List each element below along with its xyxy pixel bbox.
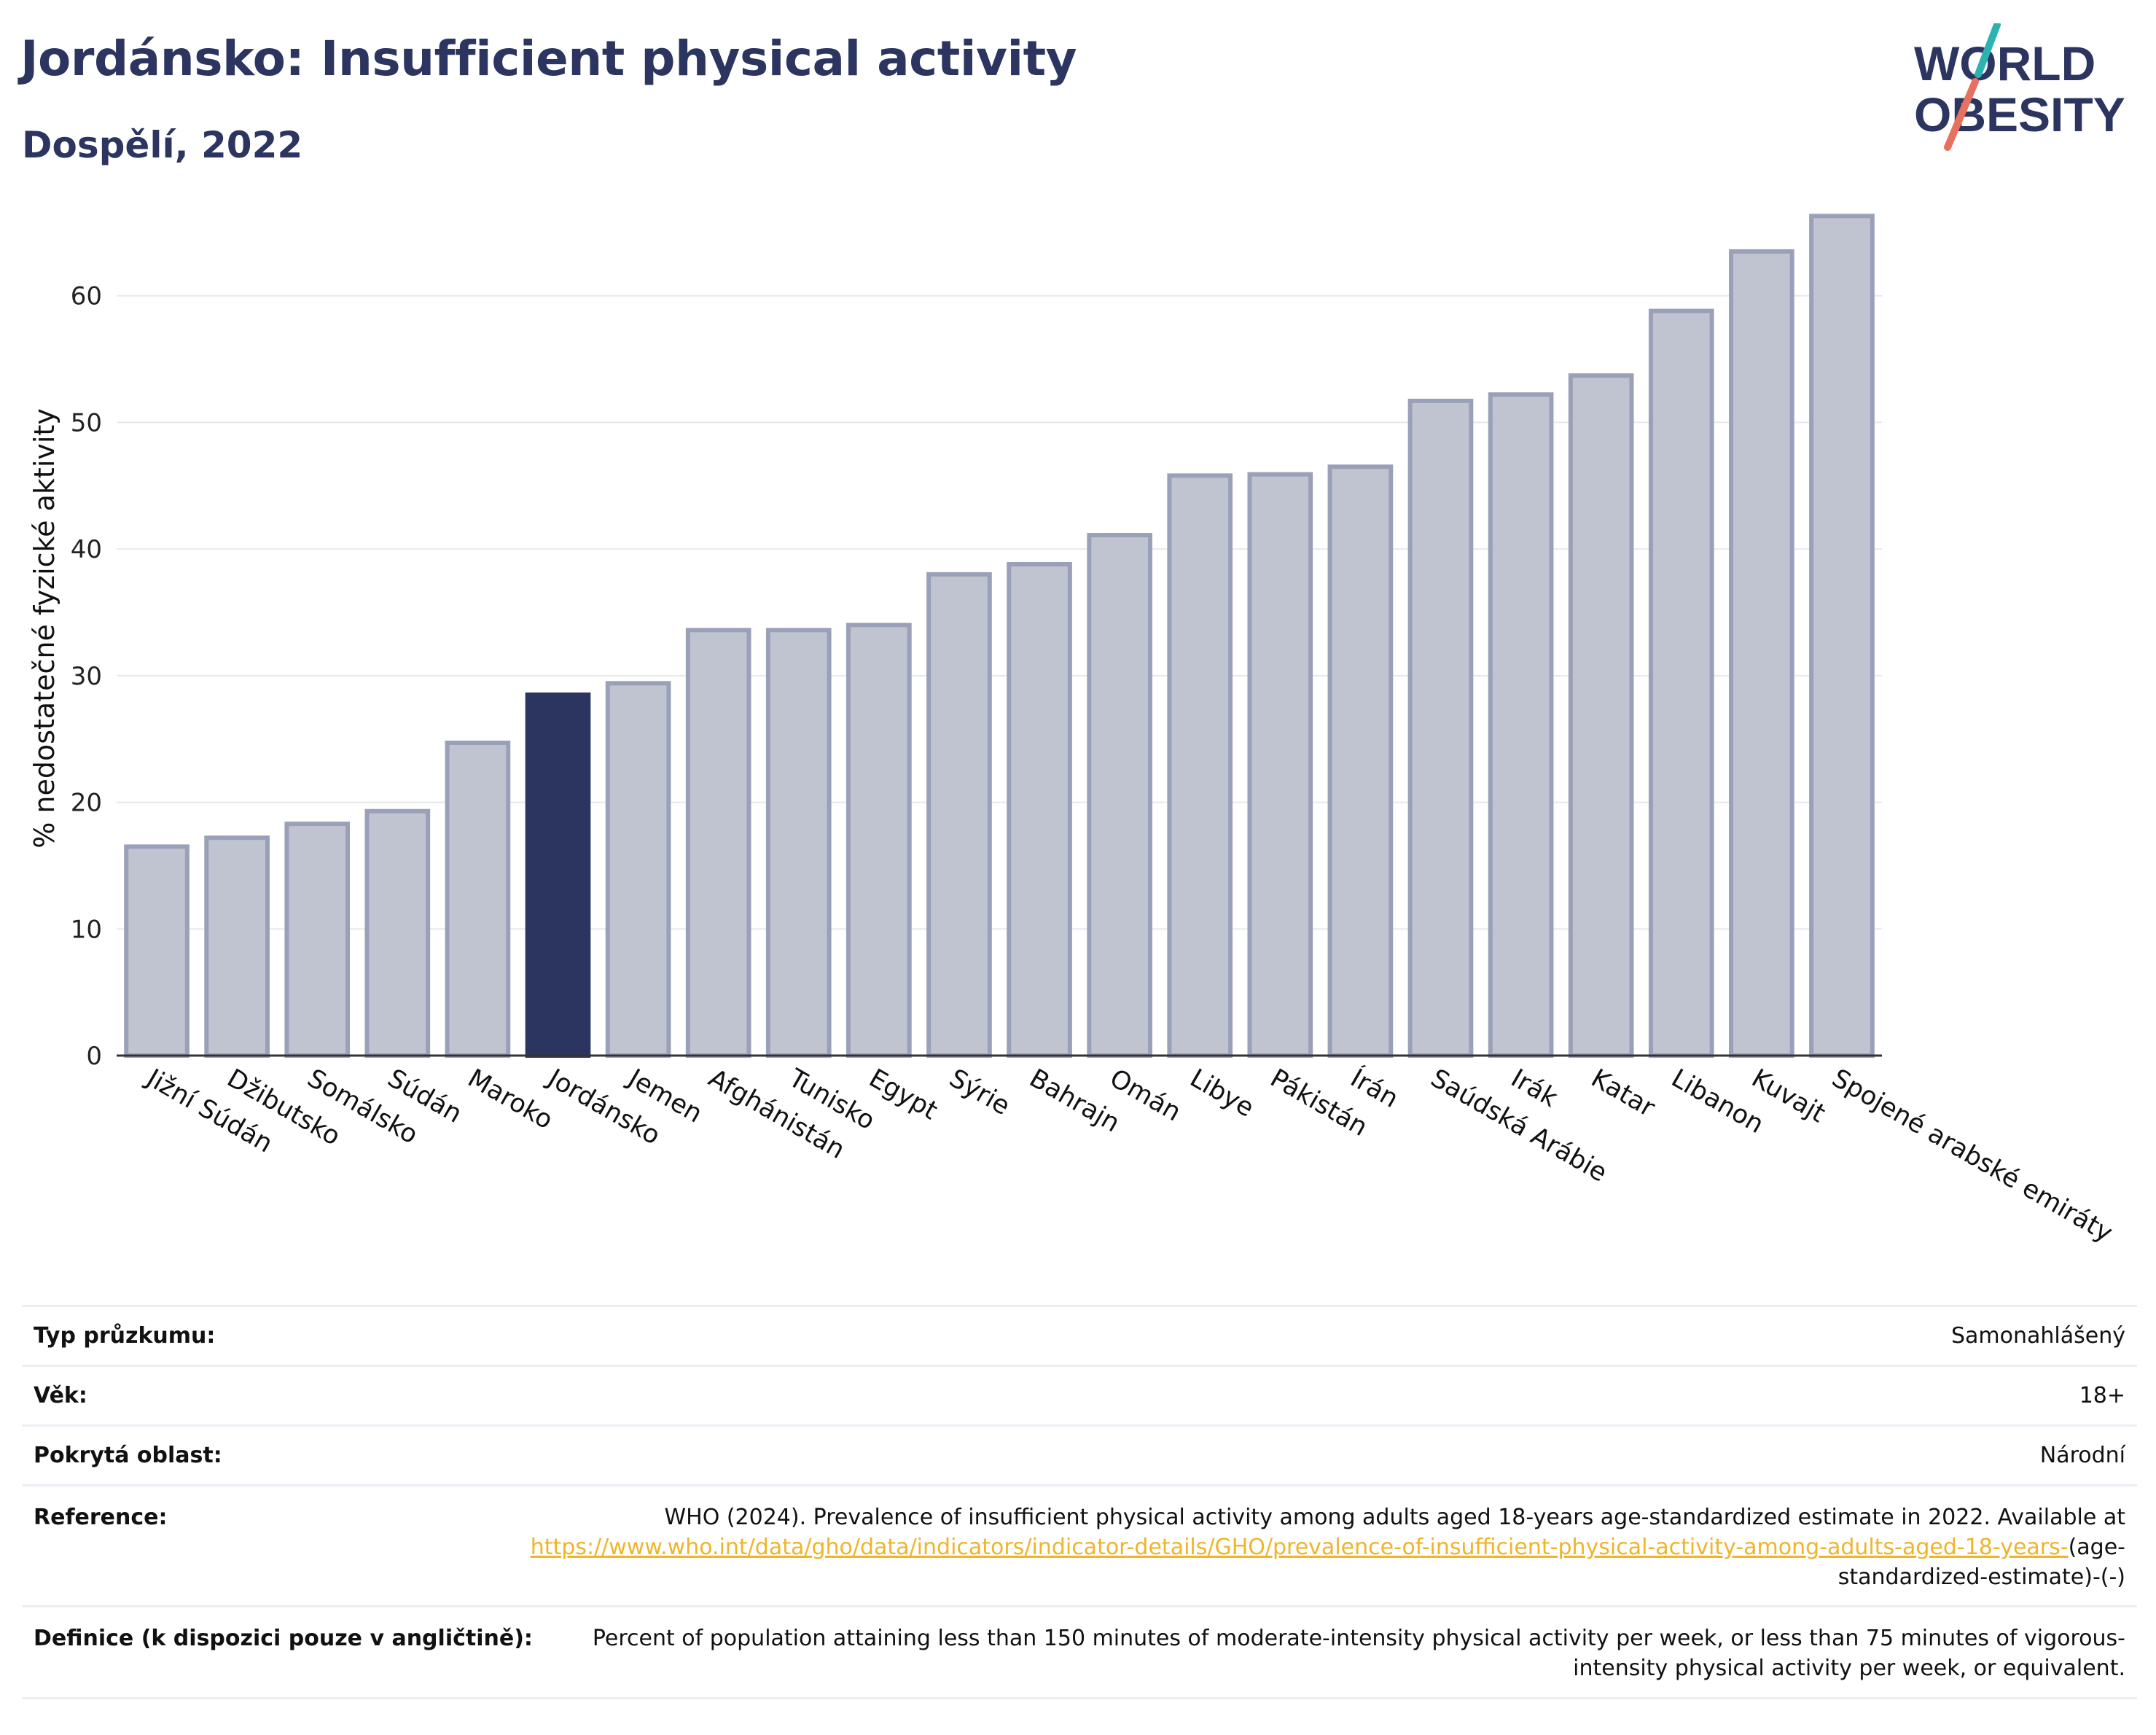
y-tick-label: 20 (71, 789, 102, 818)
info-row-reference: Reference: WHO (2024). Prevalence of ins… (22, 1486, 2137, 1607)
y-tick-label: 0 (86, 1042, 102, 1071)
x-tick-label: Bahrajn (1025, 1064, 1125, 1138)
bar (1729, 249, 1794, 1058)
world-obesity-logo: WORLD OBESITY (1914, 23, 2125, 151)
reference-text: WHO (2024). Prevalence of insufficient p… (664, 1505, 2125, 1530)
bar (1648, 308, 1714, 1058)
logo-text-obesity: OBESITY (1914, 87, 2125, 141)
bar (1809, 214, 1875, 1058)
bar (284, 822, 351, 1058)
y-tick-labels: 0 10 20 30 40 50 60 (71, 282, 102, 1071)
bar (1087, 533, 1152, 1058)
bar (1568, 373, 1634, 1058)
bar (445, 740, 511, 1058)
reference-label: Reference: (34, 1505, 168, 1530)
bar (364, 808, 431, 1058)
x-tick-label: Libanon (1666, 1064, 1768, 1139)
bar (685, 628, 751, 1058)
info-row-definition: Definice (k dispozici pouze v angličtině… (22, 1607, 2137, 1699)
reference-suffix: (age-standardized-estimate)-(-) (1837, 1535, 2125, 1590)
x-tick-labels: Jižní SúdánDžibutskoSomálskoSúdánMarokoJ… (141, 1062, 2117, 1248)
coverage-value: Národní (2039, 1443, 2125, 1468)
bar (204, 835, 270, 1058)
y-tick-label: 60 (71, 282, 102, 311)
bar (124, 844, 190, 1058)
logo-slash-bottom (1944, 78, 1979, 151)
age-label: Věk: (34, 1383, 87, 1408)
x-tick-label: Maroko (463, 1064, 558, 1135)
bar (1407, 398, 1474, 1058)
y-axis-title: % nedostatečné fyzické aktivity (28, 408, 60, 849)
y-tick-label: 50 (71, 408, 102, 437)
bar (1247, 472, 1313, 1058)
bar (1007, 561, 1072, 1058)
info-table: Typ průzkumu: Samonahlášený Věk: 18+ Pok… (22, 1305, 2137, 1699)
x-tick-label: Spojené arabské emiráty (1827, 1064, 2117, 1248)
reference-link[interactable]: https://www.who.int/data/gho/data/indica… (530, 1535, 2069, 1560)
y-tick-label: 10 (71, 915, 102, 944)
bar-highlighted (525, 692, 591, 1058)
info-row-survey-type: Typ průzkumu: Samonahlášený (22, 1307, 2137, 1367)
survey-type-value: Samonahlášený (1951, 1323, 2125, 1349)
bar-chart: 0 10 20 30 40 50 60 Jižní SúdánDžibutskoSomáls… (28, 214, 2117, 1248)
survey-type-label: Typ průzkumu: (34, 1323, 216, 1349)
bar (846, 623, 912, 1058)
coverage-label: Pokrytá oblast: (34, 1443, 222, 1468)
definition-value: Percent of population attaining less tha… (592, 1626, 2125, 1681)
logo-text-world: WORLD (1914, 36, 2096, 90)
bars (124, 214, 1875, 1058)
x-tick-label: Libye (1185, 1064, 1259, 1123)
reference-value: WHO (2024). Prevalence of insufficient p… (464, 1502, 2137, 1592)
bar (1327, 464, 1394, 1058)
definition-label: Definice (k dispozici pouze v angličtině… (34, 1626, 533, 1651)
bar (1488, 392, 1554, 1058)
chart-title: Jordánsko: Insufficient physical activit… (20, 31, 1077, 87)
bar (605, 681, 671, 1058)
x-tick-label: Katar (1586, 1064, 1660, 1123)
info-row-coverage: Pokrytá oblast: Národní (22, 1427, 2137, 1486)
age-value: 18+ (2079, 1383, 2125, 1408)
chart-subtitle: Dospělí, 2022 (22, 124, 303, 166)
y-tick-label: 40 (71, 535, 102, 564)
bar (765, 628, 832, 1058)
y-tick-label: 30 (71, 662, 102, 691)
x-tick-label: Sýrie (944, 1064, 1015, 1121)
bar (1167, 473, 1233, 1058)
info-row-age: Věk: 18+ (22, 1367, 2137, 1427)
bar (926, 572, 992, 1058)
logo-slash-top (1975, 23, 2001, 78)
